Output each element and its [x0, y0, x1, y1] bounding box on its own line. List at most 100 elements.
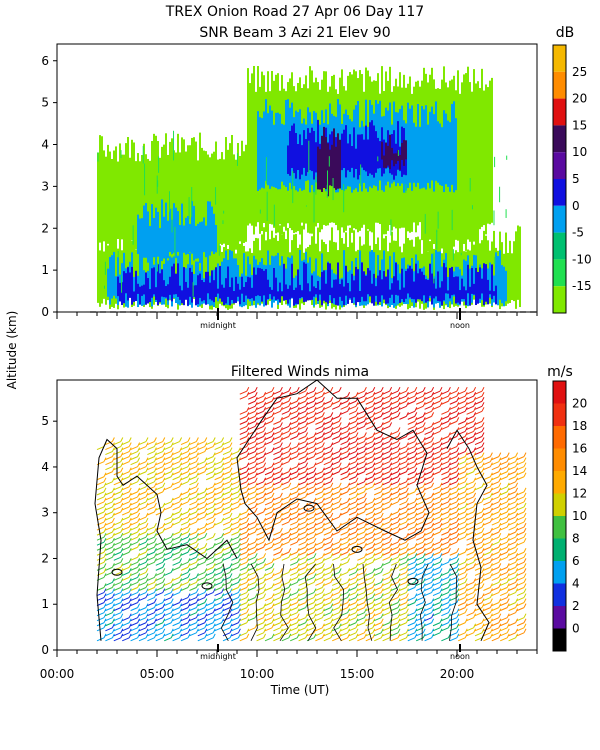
- wind-barb-flag: [221, 608, 225, 613]
- wind-barb-shaft: [256, 471, 264, 476]
- wind-barb-flag: [330, 553, 334, 558]
- wind-barb: [197, 437, 208, 445]
- snr-streak: [515, 231, 517, 309]
- wind-barb-shaft: [273, 576, 281, 581]
- wind-barb-shaft: [290, 561, 298, 566]
- wind-barb: [122, 593, 132, 602]
- wind-barb-shaft: [155, 587, 163, 591]
- wind-barb-shaft: [323, 491, 331, 496]
- wind-barb-flag: [296, 633, 300, 639]
- snr-streak: [459, 290, 461, 305]
- wind-barb-flag: [363, 482, 367, 488]
- wind-barb-shaft: [138, 576, 147, 581]
- wind-barb-flag: [330, 492, 334, 498]
- wind-barb: [222, 502, 233, 511]
- wind-barb-flag: [355, 467, 359, 472]
- wind-barb: [222, 613, 233, 622]
- wind-barb-flag: [221, 613, 225, 618]
- wind-barb-flag: [153, 628, 157, 634]
- snr-streak: [443, 263, 445, 301]
- wind-barb: [332, 608, 342, 617]
- wind-barb-shaft: [122, 592, 130, 597]
- wind-barb: [180, 623, 191, 632]
- wind-barb-shaft: [122, 441, 130, 445]
- wind-barb: [248, 462, 258, 471]
- wind-barb-shaft: [348, 451, 357, 456]
- wind-barb-flag: [137, 522, 141, 528]
- wind-barb-flag: [221, 618, 225, 623]
- wind-barb-shaft: [281, 602, 289, 607]
- wind-barb-flag: [305, 432, 309, 437]
- wind-barb-flag: [162, 563, 166, 568]
- wind-barb-shaft: [222, 597, 231, 602]
- wind-barb: [197, 628, 208, 637]
- wind-barb-shaft: [206, 582, 214, 586]
- wind-barb-shaft: [256, 536, 264, 541]
- wind-barb-flag: [170, 603, 174, 608]
- wind-barb-flag: [355, 568, 359, 573]
- wind-barb-shaft: [172, 546, 180, 551]
- wind-barb: [298, 412, 309, 420]
- wind-barb-shaft: [332, 551, 340, 556]
- snr-streak: [221, 284, 223, 302]
- wind-barb-shaft: [357, 592, 365, 597]
- wind-barb: [290, 462, 300, 471]
- wind-barb-flag: [229, 517, 233, 523]
- wind-barb-flag: [187, 593, 191, 598]
- wind-barb: [357, 417, 367, 425]
- snr-streak: [187, 287, 189, 306]
- snr-colorbar-label: 10: [572, 145, 587, 159]
- wind-barb: [155, 537, 166, 546]
- wind-barb-flag: [288, 527, 292, 533]
- wind-barb: [138, 487, 149, 496]
- wind-barb-shaft: [298, 446, 306, 451]
- wind-barb-shaft: [332, 607, 340, 612]
- wind-barb-shaft: [231, 587, 239, 591]
- wind-barb-shaft: [206, 496, 214, 501]
- wind-barb-shaft: [96, 496, 105, 501]
- wind-barb: [113, 472, 124, 481]
- wind-barb: [105, 467, 115, 476]
- snr-streak: [325, 283, 327, 303]
- wind-barb: [340, 593, 351, 602]
- wind-barb: [231, 553, 241, 561]
- wind-barb-flag: [120, 472, 124, 477]
- wind-barb-flag: [288, 467, 292, 472]
- snr-streak: [497, 255, 499, 306]
- wind-barb-shaft: [122, 456, 130, 461]
- wind-barb-flag: [187, 462, 191, 467]
- wind-barb: [323, 613, 334, 622]
- wind-barb: [197, 467, 208, 476]
- wind-barb-shaft: [189, 531, 197, 536]
- wind-barb-flag: [246, 417, 250, 422]
- wind-barb-shaft: [214, 561, 222, 566]
- wind-barb: [239, 537, 250, 546]
- wind-barb: [273, 543, 283, 551]
- wind-barb-flag: [321, 487, 325, 493]
- wind-barb-shaft: [273, 506, 281, 511]
- wind-barb-shaft: [231, 622, 239, 627]
- wind-barb-flag: [313, 613, 317, 618]
- snr-streak: [307, 262, 309, 297]
- wind-barb: [357, 452, 367, 461]
- wind-barb: [113, 588, 124, 597]
- snr-streak: [227, 149, 229, 245]
- wind-barb-flag: [120, 613, 124, 618]
- wind-barb-flag: [246, 477, 250, 483]
- wind-barb: [122, 568, 132, 576]
- snr-streak: [153, 217, 155, 258]
- wind-barb-shaft: [214, 566, 222, 571]
- wind-barb-shaft: [264, 546, 273, 551]
- wind-barb-shaft: [231, 501, 239, 506]
- wind-barb-flag: [305, 467, 309, 472]
- snr-streak: [439, 123, 441, 186]
- wind-barb-flag: [145, 477, 149, 483]
- wind-barb-shaft: [147, 627, 155, 632]
- wind-barb: [290, 402, 300, 410]
- snr-streak: [301, 290, 303, 298]
- wind-barb-flag: [246, 548, 250, 553]
- wind-barb: [323, 548, 334, 556]
- wind-barb-flag: [170, 613, 174, 618]
- wind-barb-flag: [153, 553, 157, 558]
- wind-barb: [239, 583, 250, 591]
